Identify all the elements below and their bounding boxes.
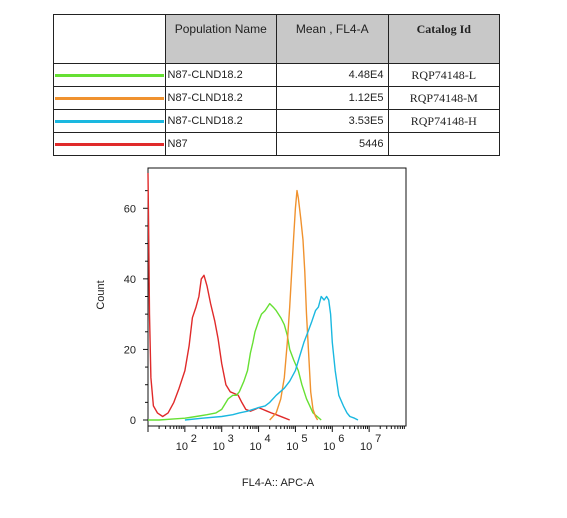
- series-line-1: [148, 302, 322, 421]
- legend-swatch-line: [55, 96, 164, 100]
- plot-frame: [147, 167, 407, 427]
- x-minor-ticks: [147, 426, 405, 432]
- population-name: N87-CLND18.2: [164, 109, 277, 133]
- y-tick-label: 0: [130, 415, 136, 427]
- population-name: N87: [164, 132, 277, 156]
- table-row: N87-CLND18.2 4.48E4 RQP74148-L: [53, 63, 500, 87]
- x-tick-exponent: 3: [228, 433, 234, 445]
- table-row: N87 5446: [53, 132, 500, 156]
- catalog-id: RQP74148-H: [387, 109, 500, 133]
- series-line-3: [184, 295, 359, 421]
- catalog-id: RQP74148-L: [387, 63, 500, 87]
- legend-swatch-cell: [53, 86, 166, 110]
- y-axis-title: Count: [95, 280, 107, 309]
- catalog-id: [387, 132, 500, 156]
- legend-table: Population Name Mean , FL4-A Catalog Id …: [53, 14, 500, 156]
- y-tick-label: 60: [124, 203, 136, 215]
- legend-swatch-cell: [53, 132, 166, 156]
- x-tick-exponent: 6: [338, 433, 344, 445]
- series-line-2: [269, 189, 319, 421]
- x-tick-label: 10: [323, 441, 335, 453]
- x-tick-label: 10: [360, 441, 372, 453]
- x-tick-exponent: 5: [301, 433, 307, 445]
- table-row: N87-CLND18.2 3.53E5 RQP74148-H: [53, 109, 500, 133]
- table-row: N87-CLND18.2 1.12E5 RQP74148-M: [53, 86, 500, 110]
- y-tick-label: 20: [124, 344, 136, 356]
- legend-swatch-cell: [53, 109, 166, 133]
- plot-border: [147, 167, 407, 427]
- x-tick-label: 10: [176, 441, 188, 453]
- x-tick-exponent: 4: [265, 433, 271, 445]
- x-tick-label: 10: [286, 441, 298, 453]
- x-tick-label: 10: [213, 441, 225, 453]
- y-axis: 0 20 40 60: [124, 190, 148, 427]
- table-header-row: Population Name Mean , FL4-A Catalog Id: [53, 14, 500, 64]
- y-tick-label: 40: [124, 274, 136, 286]
- x-tick-exponent: 7: [375, 433, 381, 445]
- series-layer: [147, 172, 359, 421]
- series-line-0: [147, 172, 290, 421]
- legend-swatch-line: [55, 119, 164, 123]
- legend-swatch-line: [55, 142, 164, 146]
- catalog-id: RQP74148-M: [387, 86, 500, 110]
- population-name: N87-CLND18.2: [164, 63, 277, 87]
- x-tick-label: 10: [249, 441, 261, 453]
- legend-swatch-line: [55, 73, 164, 77]
- mean-value: 4.48E4: [276, 63, 389, 87]
- x-axis-title: FL4-A:: APC-A: [242, 477, 315, 489]
- header-mean: Mean , FL4-A: [276, 14, 389, 64]
- header-catalog-id: Catalog Id: [387, 14, 500, 64]
- header-population-name: Population Name: [164, 14, 277, 64]
- mean-value: 5446: [276, 132, 389, 156]
- x-tick-exponent: 2: [191, 433, 197, 445]
